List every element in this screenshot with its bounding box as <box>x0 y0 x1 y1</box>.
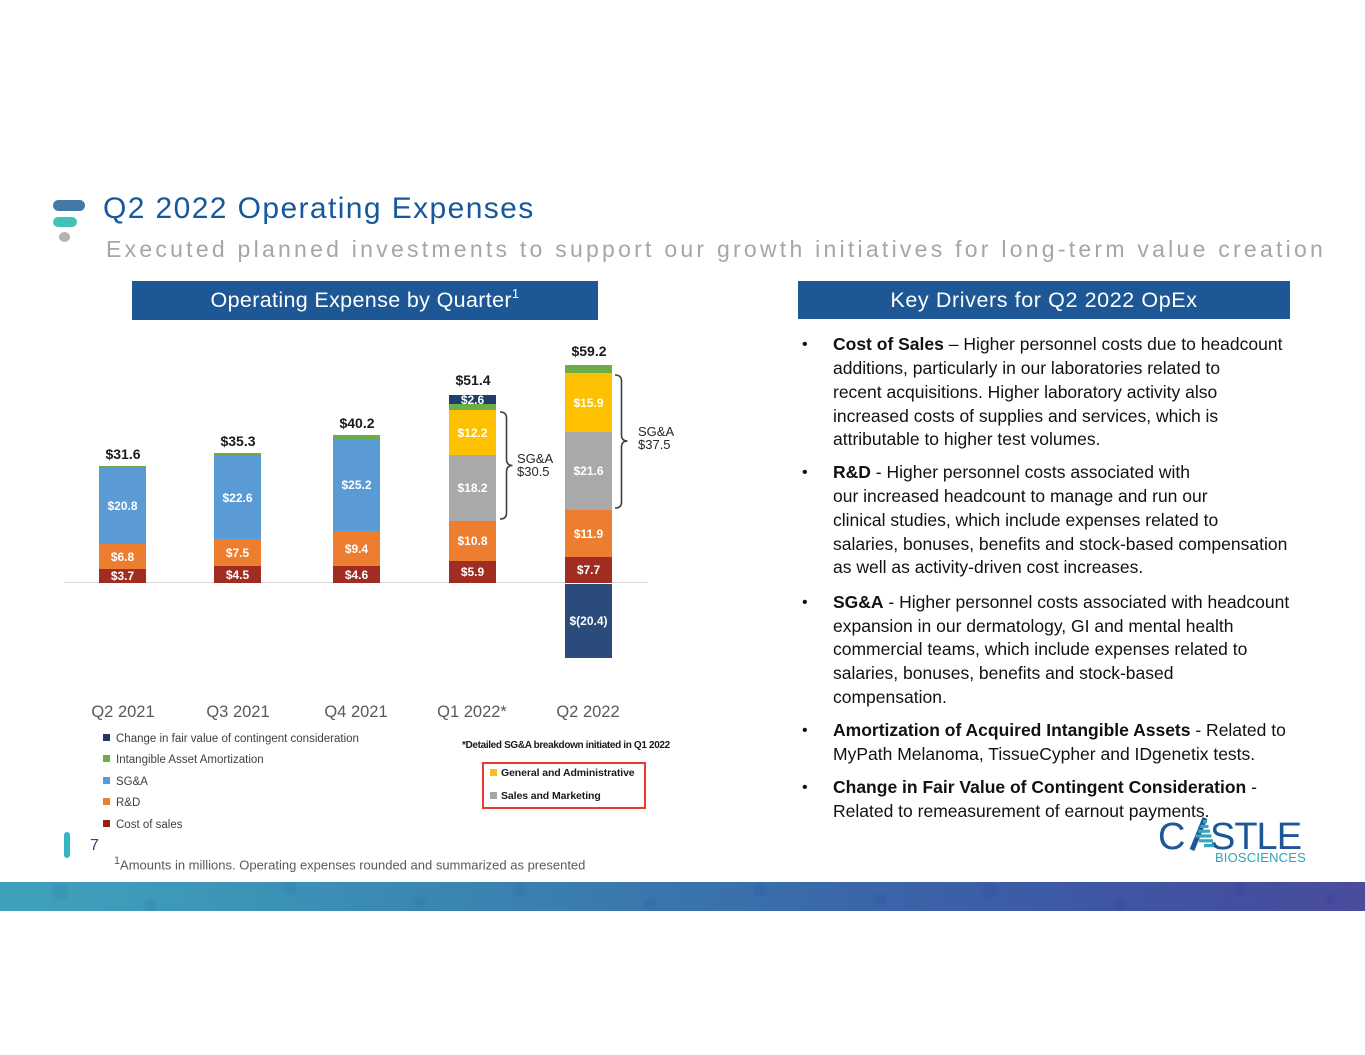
svg-text:BIOSCIENCES: BIOSCIENCES <box>1215 850 1306 865</box>
svg-text:STLE: STLE <box>1210 816 1301 858</box>
svg-text:C: C <box>1158 816 1185 858</box>
